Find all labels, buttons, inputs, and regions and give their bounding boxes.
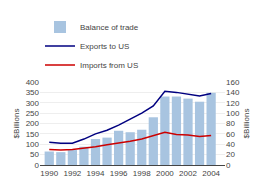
svg-text:300: 300 — [26, 99, 40, 108]
svg-text:0: 0 — [35, 161, 40, 170]
svg-text:100: 100 — [226, 109, 240, 118]
svg-text:100: 100 — [26, 140, 40, 149]
svg-text:50: 50 — [30, 150, 39, 159]
svg-text:$Billions: $Billions — [242, 109, 251, 139]
svg-text:1998: 1998 — [133, 169, 151, 178]
svg-text:150: 150 — [26, 130, 40, 139]
svg-text:20: 20 — [226, 150, 235, 159]
svg-text:2000: 2000 — [156, 169, 174, 178]
svg-text:Exports to US: Exports to US — [80, 42, 129, 51]
svg-text:$Billions: $Billions — [12, 109, 21, 139]
svg-text:1996: 1996 — [110, 169, 128, 178]
svg-text:2004: 2004 — [202, 169, 220, 178]
svg-text:1992: 1992 — [63, 169, 81, 178]
svg-text:250: 250 — [26, 109, 40, 118]
svg-text:1990: 1990 — [40, 169, 58, 178]
svg-text:80: 80 — [226, 119, 235, 128]
svg-text:120: 120 — [226, 99, 240, 108]
svg-text:160: 160 — [226, 78, 240, 87]
svg-text:400: 400 — [26, 78, 40, 87]
svg-text:60: 60 — [226, 130, 235, 139]
svg-text:350: 350 — [26, 88, 40, 97]
svg-text:0: 0 — [226, 161, 231, 170]
svg-text:200: 200 — [26, 119, 40, 128]
svg-text:2002: 2002 — [179, 169, 197, 178]
svg-text:Balance of trade: Balance of trade — [80, 23, 139, 32]
svg-text:40: 40 — [226, 140, 235, 149]
svg-text:140: 140 — [226, 88, 240, 97]
svg-text:Imports from US: Imports from US — [80, 61, 138, 70]
svg-text:1994: 1994 — [87, 169, 105, 178]
